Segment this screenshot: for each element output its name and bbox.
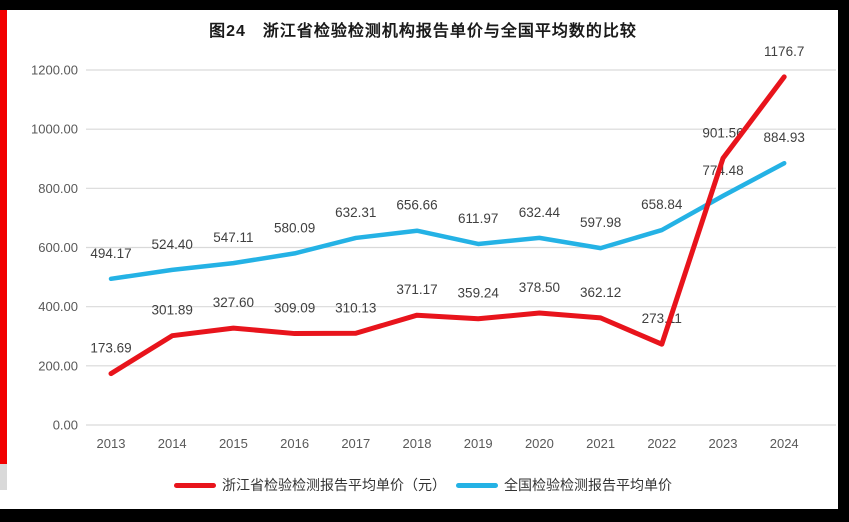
svg-text:359.24: 359.24 (458, 286, 500, 301)
legend-swatch-red-line (174, 482, 216, 488)
svg-text:547.11: 547.11 (213, 230, 253, 245)
svg-text:774.48: 774.48 (702, 163, 743, 178)
svg-text:2017: 2017 (341, 436, 370, 451)
legend-label-national: 全国检验检测报告平均单价 (504, 477, 672, 493)
svg-text:611.97: 611.97 (458, 211, 498, 226)
svg-text:2016: 2016 (280, 436, 309, 451)
svg-text:362.12: 362.12 (580, 285, 621, 300)
page-edge-right (838, 0, 849, 522)
svg-text:632.44: 632.44 (519, 205, 561, 220)
svg-text:400.00: 400.00 (38, 299, 78, 314)
svg-text:580.09: 580.09 (274, 220, 315, 235)
svg-text:2015: 2015 (219, 436, 248, 451)
chart-title: 图24 浙江省检验检测机构报告单价与全国平均数的比较 (209, 23, 637, 40)
svg-text:524.40: 524.40 (152, 237, 193, 252)
page-edge-bottom (0, 509, 849, 522)
svg-text:371.17: 371.17 (396, 282, 437, 297)
svg-text:656.66: 656.66 (396, 198, 437, 213)
svg-text:884.93: 884.93 (764, 130, 805, 145)
svg-text:2020: 2020 (525, 436, 554, 451)
chart-legend: 浙江省检验检测报告平均单价（元） 全国检验检测报告平均单价 (10, 474, 836, 496)
svg-text:494.17: 494.17 (90, 246, 131, 261)
svg-text:310.13: 310.13 (335, 300, 376, 315)
svg-text:301.89: 301.89 (152, 303, 193, 318)
page-edge-top (0, 0, 849, 10)
svg-text:2013: 2013 (97, 436, 126, 451)
svg-text:1200.00: 1200.00 (31, 63, 78, 78)
legend-item-zhejiang: 浙江省检验检测报告平均单价（元） (174, 475, 446, 495)
svg-text:2021: 2021 (586, 436, 615, 451)
legend-item-national: 全国检验检测报告平均单价 (456, 475, 672, 495)
svg-text:378.50: 378.50 (519, 280, 560, 295)
svg-text:901.56: 901.56 (702, 125, 743, 140)
svg-text:327.60: 327.60 (213, 295, 254, 310)
legend-swatch-blue-line (456, 482, 498, 488)
svg-text:0.00: 0.00 (53, 418, 78, 433)
svg-text:2018: 2018 (403, 436, 432, 451)
svg-text:632.31: 632.31 (335, 205, 376, 220)
svg-text:309.09: 309.09 (274, 301, 315, 316)
gray-margin-stub (0, 464, 7, 490)
svg-text:1176.7: 1176.7 (764, 44, 804, 59)
svg-text:2014: 2014 (158, 436, 187, 451)
svg-text:597.98: 597.98 (580, 215, 621, 230)
svg-text:1000.00: 1000.00 (31, 122, 78, 137)
svg-text:200.00: 200.00 (38, 358, 78, 373)
svg-text:2024: 2024 (770, 436, 799, 451)
svg-text:273.11: 273.11 (642, 311, 682, 326)
svg-text:173.69: 173.69 (90, 341, 131, 356)
svg-text:600.00: 600.00 (38, 240, 78, 255)
svg-text:2022: 2022 (647, 436, 676, 451)
red-margin-bar (0, 10, 7, 464)
legend-label-zhejiang: 浙江省检验检测报告平均单价（元） (222, 477, 446, 493)
svg-text:2019: 2019 (464, 436, 493, 451)
svg-text:800.00: 800.00 (38, 181, 78, 196)
svg-text:658.84: 658.84 (641, 197, 683, 212)
svg-text:2023: 2023 (709, 436, 738, 451)
